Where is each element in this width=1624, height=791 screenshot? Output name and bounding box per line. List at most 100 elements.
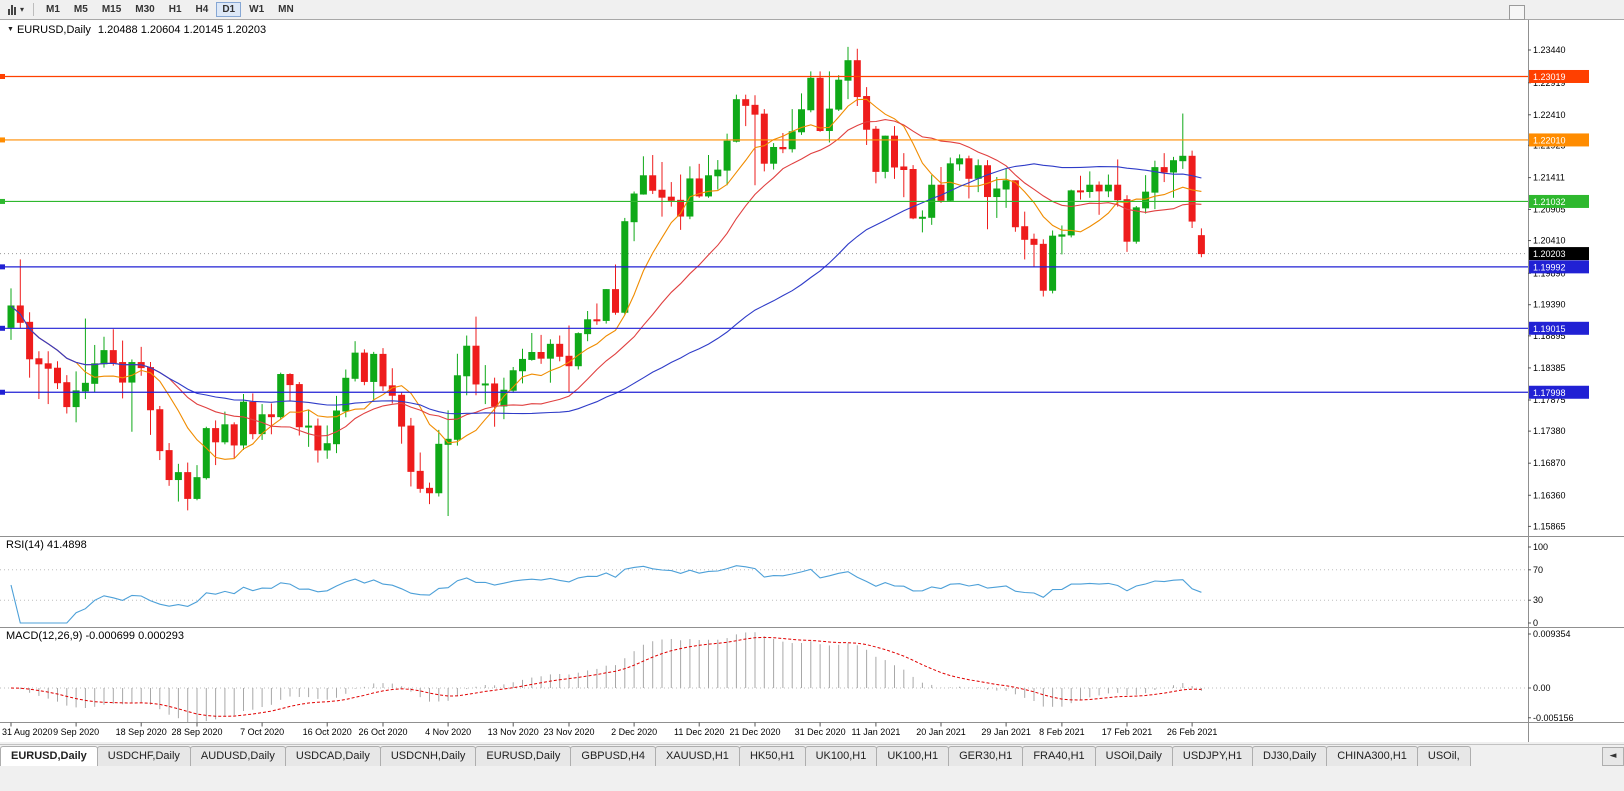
chart-tab-uk100-h1[interactable]: UK100,H1: [876, 746, 950, 766]
price-level-tag: [1529, 133, 1589, 147]
chart-tab-uk100-h1[interactable]: UK100,H1: [804, 746, 878, 766]
svg-text:16 Oct 2020: 16 Oct 2020: [303, 727, 352, 737]
timeframe-button-h1[interactable]: H1: [163, 2, 188, 17]
toolbar-separator: [33, 3, 35, 16]
moving-average-line-18: [10, 119, 1202, 437]
chart-tab-usdcnh-daily[interactable]: USDCNH,Daily: [379, 746, 477, 766]
svg-text:29 Jan 2021: 29 Jan 2021: [981, 727, 1031, 737]
timeframe-button-m15[interactable]: M15: [96, 2, 127, 17]
price-level-tag: [1529, 69, 1589, 83]
svg-text:0.00: 0.00: [1533, 683, 1551, 693]
chart-tab-gbpusd-h4[interactable]: GBPUSD,H4: [570, 746, 656, 766]
svg-text:1.23019: 1.23019: [1533, 72, 1566, 82]
svg-text:1.17875: 1.17875: [1533, 395, 1566, 405]
svg-text:31 Aug 2020: 31 Aug 2020: [2, 727, 53, 737]
svg-text:1.19992: 1.19992: [1533, 262, 1566, 272]
svg-text:0: 0: [1533, 618, 1538, 628]
svg-text:1.17998: 1.17998: [1533, 388, 1566, 398]
svg-text:23 Nov 2020: 23 Nov 2020: [543, 727, 594, 737]
timeframe-button-m5[interactable]: M5: [68, 2, 94, 17]
svg-text:9 Sep 2020: 9 Sep 2020: [53, 727, 99, 737]
date-axis: 31 Aug 2020 9 Sep 2020 18 Sep 2020 28 Sep 2…: [2, 722, 1218, 737]
chart-tab-bar: EURUSD,Daily USDCHF,Daily AUDUSD,Daily USDC…: [0, 744, 1624, 766]
rsi-indicator-label: RSI(14) 41.4898: [6, 539, 87, 551]
svg-text:11 Dec 2020: 11 Dec 2020: [674, 727, 724, 737]
price-level-tag: [1529, 260, 1589, 274]
moving-averages: [10, 98, 1202, 460]
chart-tab-usdcad-daily[interactable]: USDCAD,Daily: [284, 746, 381, 766]
moving-average-line-8: [10, 98, 1202, 460]
horizontal-lines: [0, 73, 1528, 395]
price-level-tag: [1529, 194, 1589, 208]
svg-text:1.19390: 1.19390: [1533, 300, 1566, 310]
svg-text:1.15865: 1.15865: [1533, 521, 1566, 531]
chart-tab-usdjpy-h1[interactable]: USDJPY,H1: [1171, 746, 1254, 766]
svg-text:1.19015: 1.19015: [1533, 324, 1566, 334]
svg-text:31 Dec 2020: 31 Dec 2020: [795, 727, 846, 737]
timeframe-button-m1[interactable]: M1: [40, 2, 66, 17]
chart-tab-usdchf-daily[interactable]: USDCHF,Daily: [96, 746, 191, 766]
svg-text:28 Sep 2020: 28 Sep 2020: [171, 727, 222, 737]
svg-text:26 Oct 2020: 26 Oct 2020: [358, 727, 407, 737]
svg-text:18 Sep 2020: 18 Sep 2020: [116, 727, 167, 737]
svg-text:1.17380: 1.17380: [1533, 426, 1566, 436]
svg-text:70: 70: [1533, 565, 1543, 575]
chart-type-button[interactable]: ▾: [4, 4, 28, 15]
tabs-scroll-left-button[interactable]: ◄: [1602, 747, 1624, 766]
svg-text:7 Oct 2020: 7 Oct 2020: [240, 727, 284, 737]
timeframe-button-d1[interactable]: D1: [216, 2, 242, 17]
chart-tab-eurusd-daily[interactable]: EURUSD,Daily: [0, 746, 98, 766]
svg-text:30: 30: [1533, 595, 1543, 605]
chart-tab-dj30-daily[interactable]: DJ30,Daily: [1252, 746, 1328, 766]
macd-signal-line: [10, 636, 1202, 717]
macd-histogram: [19, 632, 1202, 724]
timeframe-button-m30[interactable]: M30: [129, 2, 160, 17]
price-level-tag: [1529, 385, 1589, 399]
toolbar: ▾ M1 M5 M15 M30 H1 H4 D1 W1 MN: [0, 0, 1624, 20]
chart-title: ▼ EURUSD,Daily 1.20488 1.20604 1.20145 1.2…: [7, 24, 266, 36]
svg-text:20 Jan 2021: 20 Jan 2021: [916, 727, 966, 737]
svg-text:11 Jan 2021: 11 Jan 2021: [851, 727, 900, 737]
timeframe-button-h4[interactable]: H4: [190, 2, 215, 17]
chart-tab-usoil-[interactable]: USOil,: [1416, 746, 1471, 766]
chart-tab-hk50-h1[interactable]: HK50,H1: [738, 746, 806, 766]
chart-tab-eurusd-daily[interactable]: EURUSD,Daily: [475, 746, 572, 766]
svg-text:4 Nov 2020: 4 Nov 2020: [425, 727, 471, 737]
svg-text:17 Feb 2021: 17 Feb 2021: [1102, 727, 1153, 737]
timeframe-button-group: M1 M5 M15 M30 H1 H4 D1 W1 MN: [39, 2, 301, 17]
chart-tab-usoil-daily[interactable]: USOil,Daily: [1094, 746, 1173, 766]
svg-text:1.16870: 1.16870: [1533, 458, 1566, 468]
svg-text:1.16360: 1.16360: [1533, 490, 1566, 500]
chart-tab-ger30-h1[interactable]: GER30,H1: [948, 746, 1024, 766]
svg-text:100: 100: [1533, 542, 1548, 552]
svg-text:8 Feb 2021: 8 Feb 2021: [1039, 727, 1085, 737]
svg-text:1.20905: 1.20905: [1533, 204, 1566, 214]
timeframe-button-mn[interactable]: MN: [272, 2, 300, 17]
timeframe-button-w1[interactable]: W1: [243, 2, 270, 17]
chart-background: [0, 20, 1624, 742]
chart-window-button[interactable]: [1509, 5, 1525, 20]
svg-text:26 Feb 2021: 26 Feb 2021: [1167, 727, 1218, 737]
moving-average-line-45: [10, 163, 1202, 415]
svg-text:1.20410: 1.20410: [1533, 236, 1566, 246]
svg-text:21 Dec 2020: 21 Dec 2020: [729, 727, 780, 737]
svg-text:1.20203: 1.20203: [1533, 249, 1566, 259]
svg-text:13 Nov 2020: 13 Nov 2020: [488, 727, 539, 737]
chart-tab-china300-h1[interactable]: CHINA300,H1: [1326, 746, 1418, 766]
chart-tab-fra40-h1[interactable]: FRA40,H1: [1022, 746, 1096, 766]
chevron-down-icon: ▾: [20, 4, 25, 14]
chart-ohlc-values: 1.20488 1.20604 1.20145 1.20203: [97, 24, 267, 36]
svg-text:1.23440: 1.23440: [1533, 45, 1566, 55]
svg-text:1.21411: 1.21411: [1533, 173, 1565, 183]
rsi-line: [10, 565, 1202, 624]
triangle-down-icon: ▼: [7, 26, 14, 33]
pane-separators: [0, 20, 1624, 742]
svg-text:1.21032: 1.21032: [1533, 197, 1566, 207]
chart-tab-xauusd-h1[interactable]: XAUUSD,H1: [654, 746, 740, 766]
chart-tab-audusd-daily[interactable]: AUDUSD,Daily: [189, 746, 286, 766]
svg-text:-0.005156: -0.005156: [1533, 713, 1574, 723]
svg-text:1.18895: 1.18895: [1533, 331, 1566, 341]
svg-text:1.22410: 1.22410: [1533, 110, 1566, 120]
